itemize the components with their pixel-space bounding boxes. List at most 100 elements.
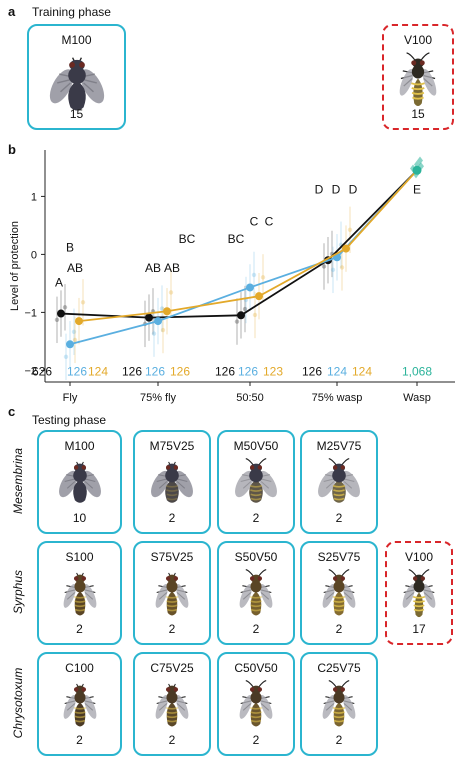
x-tick-label: 50:50 [236,392,264,404]
insect-icon [63,572,96,616]
y-axis-label: Level of protection [9,221,21,311]
stimulus-label: S25V75 [317,550,361,564]
raw-point [252,312,258,318]
raw-point [63,354,69,360]
stimulus-label: S100 [65,550,94,564]
sample-size: 126 [170,364,190,378]
raw-point [347,227,353,233]
stimulus-label: C25V75 [317,661,361,675]
mean-point-chrysotoxum [342,244,350,253]
sample-size-wasp: 1,068 [402,364,432,378]
sample-size: 124 [327,364,347,378]
stimulus-count: 10 [72,511,87,525]
stimulus-card-s75v25: S75V25 2 [133,541,211,645]
insect-icon [235,458,277,503]
stimulus-label: C100 [65,661,94,675]
sample-size: 123 [263,364,283,378]
significance-letter: AB [145,261,161,275]
stimulus-card-s50v50: S50V50 2 [217,541,295,645]
mean-point-syrphus [154,317,162,326]
y-tick-label: 1 [31,191,37,203]
insect-icon [239,680,273,727]
raw-point [168,290,174,295]
y-tick-label: −1 [24,307,37,319]
stimulus-count: 2 [335,733,343,747]
mean-point-chrysotoxum [75,317,83,326]
mean-point-syrphus [246,283,254,292]
mean-point-chrysotoxum [163,307,171,316]
x-tick-label: Wasp [403,392,431,404]
raw-point [71,329,77,334]
sample-size: 126 [302,364,322,378]
stimulus-count: 2 [252,733,260,747]
stimulus-label: S75V25 [150,550,194,564]
panel-a-letter: a [8,4,16,19]
raw-point [159,306,165,311]
insect-icon [399,52,437,107]
stimulus-card-m100: M100 15 [27,24,126,130]
raw-point [62,305,68,310]
x-tick-label: 75% fly [140,392,177,404]
insect-icon [322,569,356,616]
training-phase-title: Training phase [32,5,111,19]
insect-icon [58,461,101,503]
insect-icon [155,572,189,616]
y-tick-label: 0 [31,249,37,261]
stimulus-card-c50v50: C50V50 2 [217,652,295,756]
raw-point [72,337,78,343]
raw-point [54,317,60,323]
stimulus-count: 2 [76,733,83,747]
sample-size: 126 [238,364,258,378]
raw-point [260,275,266,280]
insect-icon [322,680,356,727]
significance-letter: E [413,183,421,197]
mean-point-syrphus [66,340,74,349]
significance-letter: AB [164,261,180,275]
stimulus-count: 15 [411,107,425,121]
raw-point [339,265,345,270]
insect-icon [155,683,189,727]
raw-point [234,319,240,324]
x-tick-label: 75% wasp [312,392,363,404]
sample-size: 626 [32,364,52,378]
stimulus-label: M100 [64,439,95,453]
significance-letter: D [332,183,341,197]
stimulus-label: V100 [404,550,434,564]
sample-size: 126 [145,364,165,378]
row-label-chrysotoxum: Chrysotoxum [11,667,25,739]
stimulus-card-s100: S100 2 [37,541,122,645]
stimulus-card-v100: V100 17 [385,541,453,645]
significance-letter: C [250,214,259,228]
sample-size: 124 [88,364,108,378]
mean-point-wasp [412,165,422,175]
stimulus-card-s25v75: S25V75 2 [300,541,378,645]
wasp-raw-diamond [418,162,424,171]
significance-letter: D [315,183,324,197]
stimulus-card-m50v50: M50V50 2 [217,430,295,534]
stimulus-card-m75v25: M75V25 2 [133,430,211,534]
stimulus-count: 2 [335,511,343,525]
insect-icon [239,569,273,616]
sample-size: 126 [122,364,142,378]
wasp-raw-diamond [417,156,423,165]
stimulus-count: 15 [69,107,84,121]
insect-icon [49,57,104,111]
panel-b-letter: b [8,142,16,157]
series-line-chrysotoxum [78,169,418,322]
sample-size: 126 [67,364,87,378]
stimulus-label: M25V75 [316,439,362,453]
raw-point [151,331,157,336]
stimulus-count: 2 [76,622,83,636]
stimulus-card-m25v75: M25V75 2 [300,430,378,534]
stimulus-card-c100: C100 2 [37,652,122,756]
stimulus-label: M75V25 [149,439,195,453]
stimulus-label: C50V50 [234,661,278,675]
raw-point [160,327,166,333]
raw-point [321,264,327,269]
mean-point-chrysotoxum [255,292,263,301]
stimulus-label: M50V50 [233,439,279,453]
panel-c-letter: c [8,404,16,419]
row-label-mesembrina: Mesembrina [11,447,25,515]
stimulus-label: S50V50 [234,550,278,564]
testing-phase-title: Testing phase [32,413,107,427]
